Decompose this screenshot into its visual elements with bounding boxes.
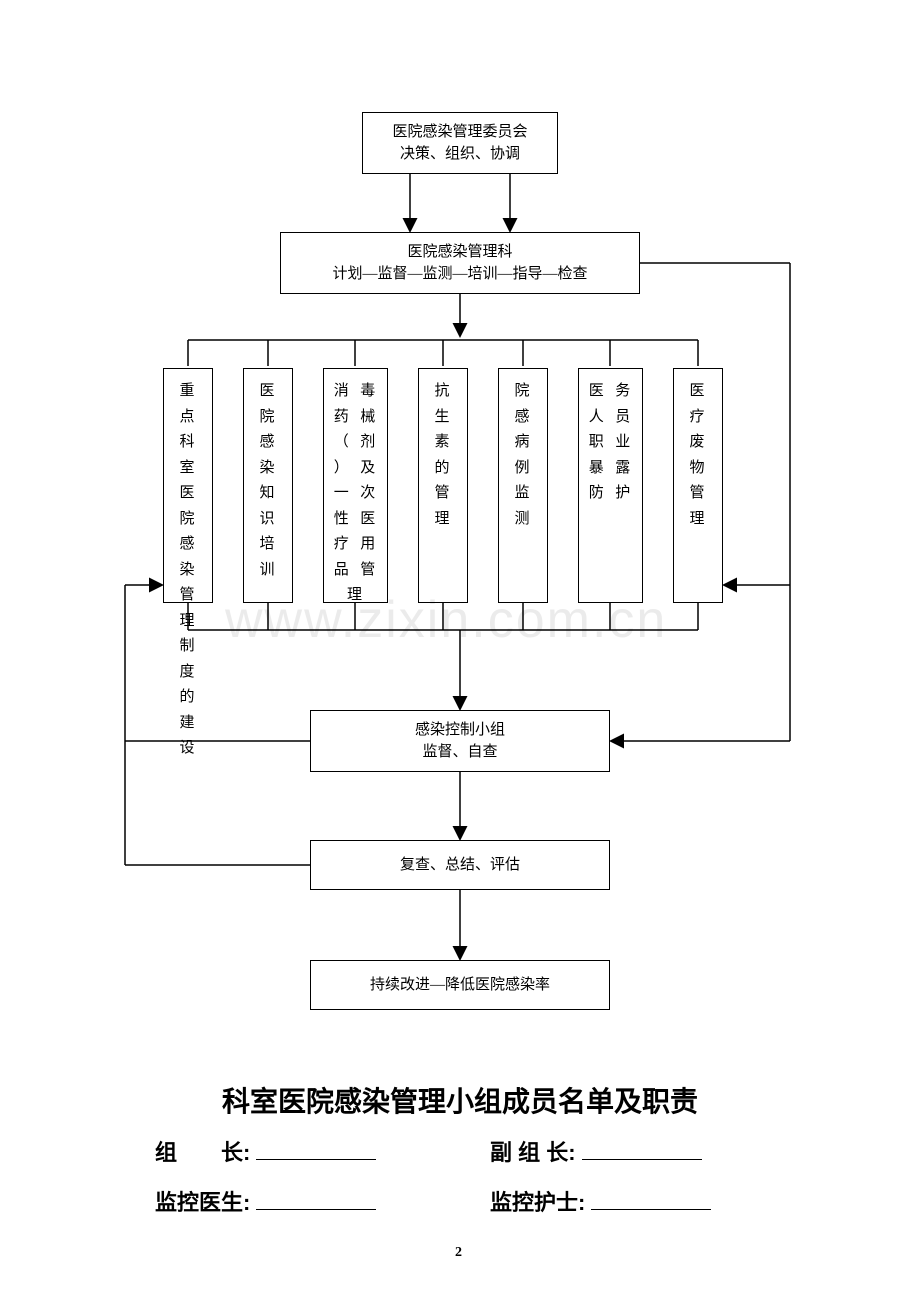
vchar: 药 械: [324, 405, 387, 431]
vchar: 重: [164, 379, 212, 405]
vchar: 一 次: [324, 481, 387, 507]
vchar: 院: [244, 405, 292, 431]
vchar: 培: [244, 532, 292, 558]
label: 副 组 长:: [490, 1135, 576, 1167]
blank-field: [256, 1138, 376, 1160]
text: 医院感染管理委员会: [392, 121, 527, 144]
vchar: 性 医: [324, 507, 387, 533]
vchar: 训: [244, 558, 292, 584]
blank-field: [256, 1188, 376, 1210]
vchar: 病: [499, 430, 547, 456]
col-3: 抗生素的管理: [418, 368, 468, 603]
vchar: 感: [244, 430, 292, 456]
vchar: 素: [419, 430, 467, 456]
vchar: 品 管: [324, 558, 387, 584]
vchar: 染: [164, 558, 212, 584]
col-5: 医 务人 员职 业暴 露防 护: [578, 368, 643, 603]
col-4: 院感病例监测: [498, 368, 548, 603]
form-row-0-left: 组 长:: [155, 1135, 376, 1167]
label: 监控医生:: [155, 1185, 250, 1217]
vchar: 医 务: [579, 379, 642, 405]
vchar: 室: [164, 456, 212, 482]
vchar: 废: [674, 430, 722, 456]
text: 监督、自查: [422, 741, 497, 764]
vchar: 疗: [674, 405, 722, 431]
vchar: 人 员: [579, 405, 642, 431]
vchar: 医: [244, 379, 292, 405]
vchar: 染: [244, 456, 292, 482]
text: 医院感染管理科: [407, 241, 512, 264]
vchar: 抗: [419, 379, 467, 405]
section-title: 科室医院感染管理小组成员名单及职责: [0, 1080, 920, 1120]
page-number: 2: [455, 1245, 462, 1261]
node-improve: 持续改进—降低医院感染率: [310, 960, 610, 1010]
col-1: 医院感染知识培训: [243, 368, 293, 603]
vchar: 管: [164, 583, 212, 609]
label: 组 长:: [155, 1135, 250, 1167]
vchar: 防 护: [579, 481, 642, 507]
vchar: 建: [164, 711, 212, 737]
label: 监控护士:: [490, 1185, 585, 1217]
vchar: 知: [244, 481, 292, 507]
vchar: 制: [164, 634, 212, 660]
col-0: 重点科室医院感染管理制度的建设: [163, 368, 213, 603]
vchar: 疗 用: [324, 532, 387, 558]
vchar: 生: [419, 405, 467, 431]
vchar: 的: [164, 685, 212, 711]
vchar: 医: [164, 481, 212, 507]
vchar: ） 及: [324, 456, 387, 482]
text: 复查、总结、评估: [400, 854, 520, 877]
vchar: 感: [164, 532, 212, 558]
blank-field: [591, 1188, 711, 1210]
vchar: 感: [499, 405, 547, 431]
form-row-1-left: 监控医生:: [155, 1185, 376, 1217]
text: 计划—监督—监测—培训—指导—检查: [332, 263, 587, 286]
vchar: 消 毒: [324, 379, 387, 405]
vchar: 理: [419, 507, 467, 533]
vchar: （ 剂: [324, 430, 387, 456]
vchar: 暴 露: [579, 456, 642, 482]
node-review: 复查、总结、评估: [310, 840, 610, 890]
watermark: www.zixin.com.cn: [225, 590, 667, 650]
vchar: 物: [674, 456, 722, 482]
col-6: 医疗废物管理: [673, 368, 723, 603]
vchar: 设: [164, 736, 212, 762]
vchar: 测: [499, 507, 547, 533]
text: 决策、组织、协调: [400, 143, 520, 166]
vchar: 点: [164, 405, 212, 431]
vchar: 的: [419, 456, 467, 482]
vchar: 院: [499, 379, 547, 405]
org-flowchart: 医院感染管理委员会 决策、组织、协调 医院感染管理科 计划—监督—监测—培训—指…: [0, 0, 920, 1050]
vchar: 医: [674, 379, 722, 405]
text: 持续改进—降低医院感染率: [370, 974, 550, 997]
node-control-group: 感染控制小组 监督、自查: [310, 710, 610, 772]
vchar: 度: [164, 660, 212, 686]
vchar: 院: [164, 507, 212, 533]
vchar: 管: [674, 481, 722, 507]
vchar: 科: [164, 430, 212, 456]
col-2: 消 毒药 械（ 剂） 及一 次性 医疗 用品 管理: [323, 368, 388, 603]
vchar: 职 业: [579, 430, 642, 456]
node-committee: 医院感染管理委员会 决策、组织、协调: [362, 112, 558, 174]
form-row-1-right: 监控护士:: [490, 1185, 711, 1217]
form-row-0-right: 副 组 长:: [490, 1135, 702, 1167]
vchar: 管: [419, 481, 467, 507]
node-department: 医院感染管理科 计划—监督—监测—培训—指导—检查: [280, 232, 640, 294]
vchar: 监: [499, 481, 547, 507]
vchar: 理: [674, 507, 722, 533]
text: 感染控制小组: [415, 719, 505, 742]
blank-field: [582, 1138, 702, 1160]
vchar: 例: [499, 456, 547, 482]
vchar: 理: [164, 609, 212, 635]
vchar: 识: [244, 507, 292, 533]
